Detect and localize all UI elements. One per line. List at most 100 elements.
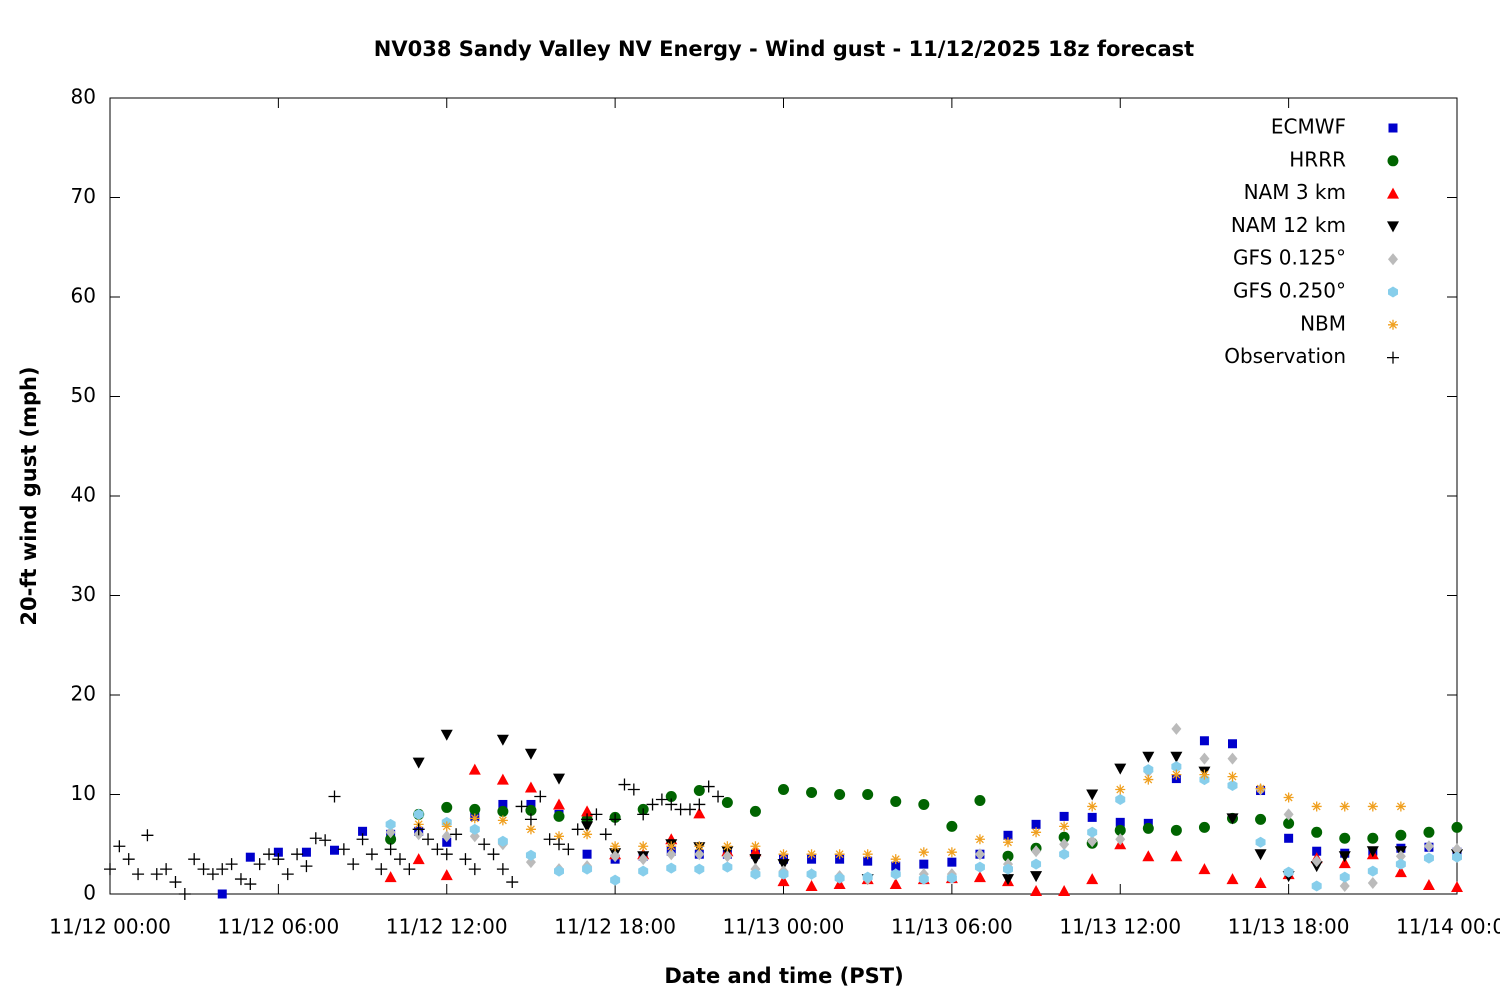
y-tick-label: 0 [83, 881, 96, 905]
legend-label: GFS 0.125° [1233, 246, 1346, 270]
x-tick-label: 11/14 00:00 [1396, 915, 1500, 939]
data-point [666, 841, 677, 852]
data-point [721, 796, 733, 808]
data-point [610, 841, 621, 852]
x-tick-label: 11/12 00:00 [49, 915, 171, 939]
data-point [1171, 761, 1182, 773]
x-tick-label: 11/13 06:00 [891, 915, 1013, 939]
data-point [1283, 792, 1294, 803]
data-point [469, 803, 481, 815]
data-point [393, 853, 406, 866]
data-point [524, 813, 537, 826]
data-point [553, 773, 565, 785]
data-point [358, 826, 368, 836]
data-point [385, 833, 397, 845]
data-point [104, 863, 116, 876]
data-point [1367, 877, 1378, 890]
data-point [150, 868, 163, 881]
data-point [1030, 885, 1043, 897]
data-point [496, 773, 509, 785]
data-point [365, 848, 378, 861]
data-point [1003, 830, 1013, 840]
data-point [1367, 865, 1378, 877]
y-tick-label: 60 [71, 284, 96, 308]
data-point [497, 835, 508, 847]
data-point [1339, 801, 1350, 812]
data-point [1086, 789, 1099, 801]
data-point [1423, 826, 1435, 838]
data-point [1142, 850, 1155, 862]
data-point [1115, 793, 1126, 805]
data-point [459, 853, 472, 866]
data-point [665, 798, 678, 811]
data-point [384, 843, 397, 856]
data-point [206, 868, 219, 881]
data-point [431, 843, 444, 856]
data-point [1058, 831, 1070, 843]
data-point [1227, 752, 1238, 765]
data-point [1227, 771, 1238, 782]
data-point [1226, 813, 1239, 825]
data-point [244, 878, 257, 891]
data-point [750, 868, 761, 880]
data-point [1171, 722, 1182, 735]
data-point [722, 861, 733, 873]
legend-marker [1387, 187, 1399, 199]
data-point [160, 863, 173, 876]
data-point [693, 785, 705, 797]
data-point [497, 805, 509, 817]
legend-label: NAM 3 km [1244, 180, 1346, 204]
data-point [525, 824, 536, 835]
data-point [319, 834, 332, 847]
data-point [385, 826, 396, 839]
data-point [1170, 850, 1183, 862]
data-point [1395, 850, 1406, 863]
data-point [525, 849, 536, 861]
data-point [1115, 817, 1125, 827]
data-point [862, 789, 874, 800]
data-point [347, 858, 360, 871]
data-point [1058, 885, 1071, 897]
data-point [1086, 873, 1099, 885]
data-point [1087, 801, 1098, 812]
data-point [693, 798, 706, 811]
data-point [777, 859, 790, 871]
legend-label: HRRR [1289, 147, 1346, 171]
data-point [526, 799, 536, 809]
data-point [1452, 843, 1462, 856]
data-point [1283, 817, 1295, 829]
data-point [1255, 783, 1266, 794]
data-point [1031, 845, 1042, 858]
data-point [1367, 832, 1379, 844]
data-point [412, 823, 425, 836]
legend-marker [1387, 155, 1399, 167]
data-point [412, 853, 425, 865]
data-point [749, 805, 761, 817]
data-point [862, 871, 873, 883]
data-point [863, 856, 873, 866]
data-point [1254, 877, 1267, 889]
data-point [1059, 848, 1070, 860]
x-tick-label: 11/13 18:00 [1228, 915, 1350, 939]
data-point [1227, 780, 1238, 792]
data-point [1452, 851, 1462, 863]
data-point [1423, 852, 1434, 864]
data-point [413, 808, 424, 820]
data-point [946, 872, 957, 884]
data-point [599, 828, 612, 841]
data-point [1338, 857, 1351, 869]
data-point [638, 865, 649, 877]
data-point [1395, 829, 1407, 841]
data-point [253, 858, 266, 871]
data-point [272, 853, 285, 866]
legend-label: NAM 12 km [1231, 213, 1346, 237]
data-point [375, 863, 388, 876]
legend-label: Observation [1224, 344, 1346, 368]
data-point [468, 863, 481, 876]
data-point [197, 863, 210, 876]
data-point [113, 840, 126, 853]
data-point [1030, 871, 1043, 883]
data-point [524, 748, 537, 760]
data-point [1198, 821, 1210, 833]
